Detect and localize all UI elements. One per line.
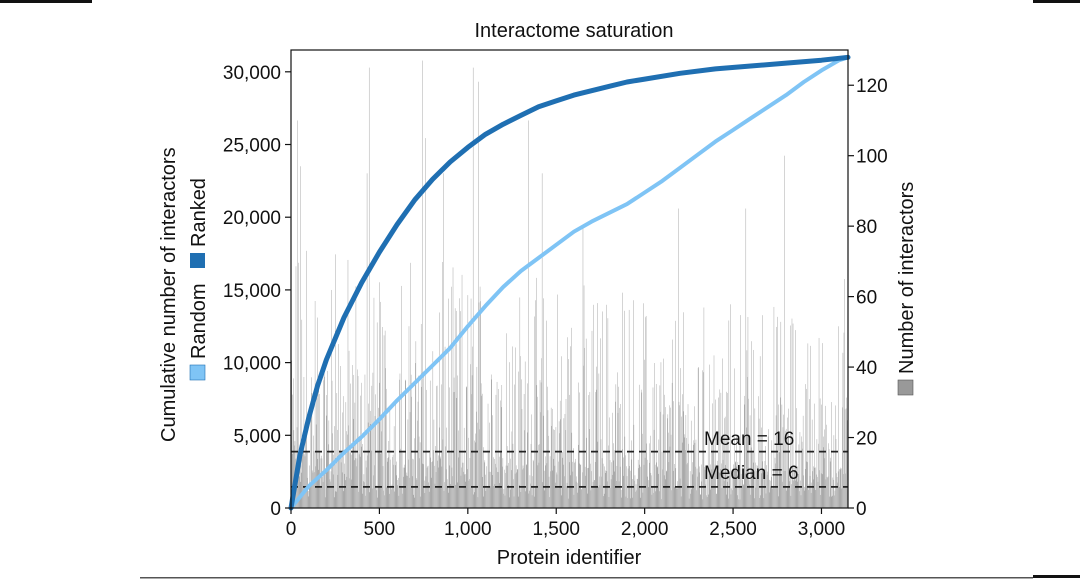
mean-label: Mean = 16 <box>704 429 794 450</box>
legend-swatch-ranked <box>190 253 205 268</box>
y-left-tick-label: 5,000 <box>233 426 281 447</box>
series-line-ranked <box>288 54 851 511</box>
footer-rule <box>140 577 1033 579</box>
plot-frame <box>290 49 849 509</box>
y-right-tick-label: 60 <box>856 288 877 309</box>
y-left-tick-label: 30,000 <box>223 63 281 84</box>
header-rule-left <box>0 0 92 3</box>
y-left-tick-label: 10,000 <box>223 354 281 375</box>
legend-label-ranked: Ranked <box>188 178 210 247</box>
median-label: Median = 6 <box>704 463 799 484</box>
series-lines <box>288 54 851 511</box>
chart-title: Interactome saturation <box>475 20 674 42</box>
y-axis-left-title: Cumulative number of interactors <box>158 147 180 442</box>
x-tick-label: 2,000 <box>621 519 669 540</box>
x-axis: 0 500 1,000 1,500 2,000 2,500 3,000 <box>286 508 846 540</box>
x-tick-label: 3,000 <box>798 519 846 540</box>
legend-swatch-random <box>189 364 206 381</box>
series-line-random <box>289 55 850 510</box>
legend-label-random: Random <box>188 283 210 359</box>
y-right-tick-label: 80 <box>856 217 877 238</box>
x-tick-label: 0 <box>286 519 297 540</box>
header-rule-right <box>1033 0 1080 3</box>
y-right-tick-label: 120 <box>856 76 888 97</box>
y-axis-right-title: Number of interactors <box>896 182 918 374</box>
reference-lines <box>291 450 848 488</box>
y-axis-right: 0 20 40 60 80 100 120 <box>848 76 888 520</box>
legend-swatch-bars <box>897 379 914 396</box>
y-left-tick-label: 20,000 <box>223 208 281 229</box>
x-tick-label: 1,500 <box>532 519 580 540</box>
x-tick-label: 500 <box>364 519 396 540</box>
bars-group <box>291 60 848 509</box>
y-left-tick-label: 0 <box>270 499 281 520</box>
footer-rule-right <box>1033 575 1080 578</box>
y-right-tick-label: 0 <box>856 499 867 520</box>
y-right-tick-label: 40 <box>856 358 877 379</box>
y-left-tick-label: 25,000 <box>223 136 281 157</box>
y-right-tick-label: 20 <box>856 429 877 450</box>
legend-right: Number of interactors <box>896 182 918 396</box>
legend-left: Random Ranked <box>188 178 210 381</box>
x-axis-title: Protein identifier <box>497 547 642 569</box>
y-right-tick-label: 100 <box>856 147 888 168</box>
y-axis-left: 0 5,000 10,000 15,000 20,000 25,000 30,000 <box>223 63 291 520</box>
y-axis-left-title-group: Cumulative number of interactors <box>158 147 180 442</box>
x-tick-label: 1,000 <box>444 519 492 540</box>
x-tick-label: 2,500 <box>709 519 757 540</box>
y-left-tick-label: 15,000 <box>223 281 281 302</box>
